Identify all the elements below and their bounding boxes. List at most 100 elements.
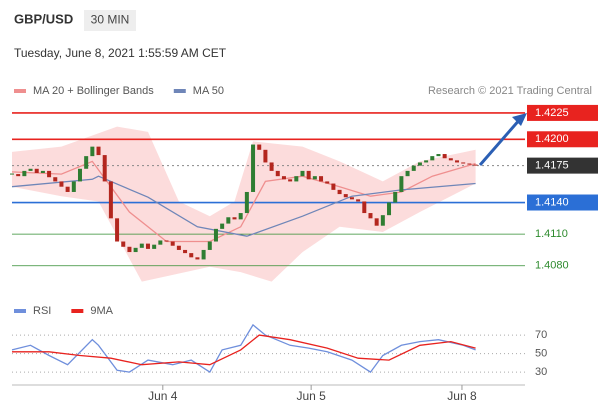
candle [59,181,64,187]
candle [183,249,188,254]
candle [300,170,305,177]
candle [164,240,169,242]
candle [461,162,466,164]
candle [380,215,385,226]
candle [158,240,163,245]
legend-label: MA 50 [193,85,224,97]
legend-label: MA 20 + Bollinger Bands [33,85,154,97]
series-line [11,323,476,374]
credit: Research © 2021 Trading Central [428,85,592,97]
candle [213,228,218,242]
candle [430,156,435,161]
level-box [527,104,598,121]
candle [84,156,89,169]
candle [269,162,274,171]
candle [53,177,58,182]
forecast-arrow-head [512,113,527,126]
candle [133,247,138,253]
candle [424,160,429,163]
candle [90,146,95,157]
candle [201,249,206,260]
candle [343,194,348,198]
legend-label: RSI [33,305,51,317]
legend-swatch [71,309,84,313]
candle [281,176,286,180]
candle [77,168,82,182]
y-tick-label: 50 [535,348,547,360]
candle [393,191,398,203]
candle [71,181,76,192]
forecast-arrow [478,117,523,166]
candle [195,257,200,260]
candle [467,163,472,165]
x-tick-label: Jun 5 [296,389,326,403]
candle [96,146,101,156]
candle [22,170,27,177]
candle [238,213,243,220]
candle [40,170,45,173]
candle [306,170,311,180]
timeframe: 30 MIN [91,13,130,27]
candle [288,179,293,182]
candle [115,218,120,242]
candle [47,170,52,178]
candle [220,223,225,229]
y-tick-label: 70 [535,329,547,341]
candle [34,168,39,173]
candle [232,217,237,220]
candle [170,241,175,246]
timeframe-box [84,10,136,31]
level-label: 1.4080 [535,260,569,272]
series-line [12,334,476,366]
level-box [527,157,598,174]
candle [189,253,194,258]
candle [145,243,150,249]
level-label: 1.4200 [535,133,569,145]
candle [387,202,392,216]
candle [349,197,354,200]
candle [257,144,262,150]
candle [374,218,379,226]
candle [473,164,478,166]
candle [331,183,336,190]
candle [448,158,453,161]
legend-label: 9MA [90,305,113,317]
candle [226,217,231,224]
series-line [11,175,476,237]
candle [16,174,21,177]
candle [121,241,126,247]
candle [436,154,441,157]
candle [405,170,410,177]
candle [294,176,299,182]
level-label: 1.4175 [535,160,569,172]
candle [108,181,113,219]
x-tick-label: Jun 8 [447,389,477,403]
level-label: 1.4110 [535,228,568,240]
candle [139,243,144,248]
timestamp: Tuesday, June 8, 2021 1:55:59 AM CET [14,46,227,60]
candle [207,241,212,250]
candle [325,181,330,184]
legend-swatch [14,309,26,313]
level-label: 1.4225 [535,107,569,119]
candle [127,246,132,253]
candle [455,160,460,163]
candle [263,149,268,163]
candle [362,201,367,214]
y-tick-label: 30 [535,366,547,378]
legend-swatch [14,89,26,93]
candle [10,173,14,175]
candle [312,176,317,180]
candle [28,168,33,171]
candle [251,144,256,192]
candle [319,176,324,182]
symbol: GBP/USD [14,11,73,26]
candle [275,170,280,177]
level-box [527,194,598,211]
candle [65,186,70,192]
candle [102,155,107,182]
candle [442,154,447,159]
candle [368,213,373,219]
candle [176,245,181,250]
